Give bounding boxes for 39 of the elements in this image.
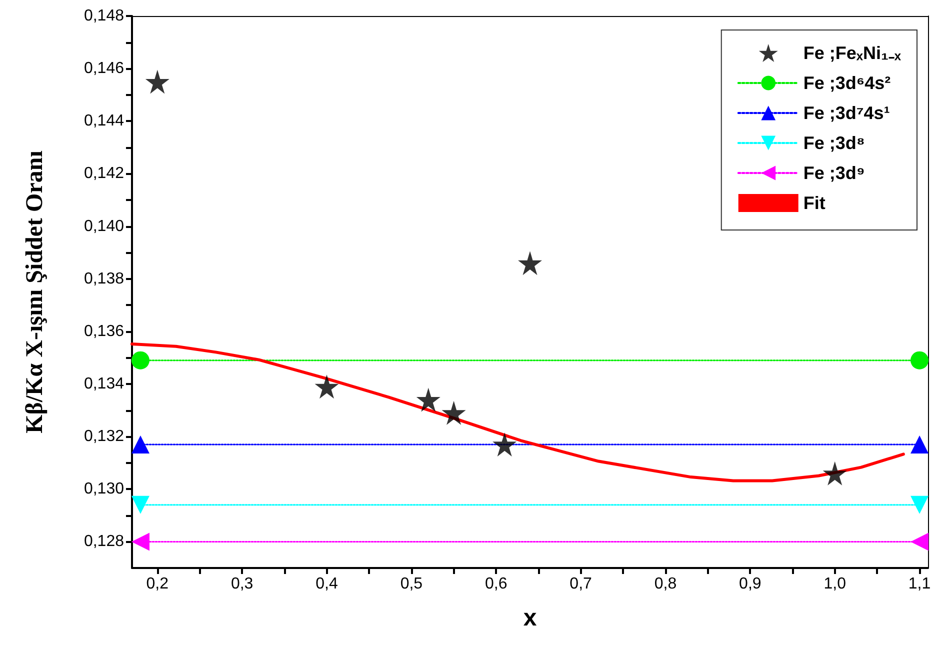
x-tick-label: 0,4 xyxy=(316,576,338,592)
legend-label: Fe ;FeₓNi₁₋ₓ xyxy=(803,43,902,63)
legend-label: Fit xyxy=(803,193,826,213)
y-tick-label: 0,134 xyxy=(84,376,124,392)
x-tick-label: 0,8 xyxy=(654,576,677,592)
point xyxy=(822,461,847,486)
legend-label: Fe ;3d⁶4s² xyxy=(803,73,891,93)
x-tick-label: 0,5 xyxy=(400,576,423,592)
point xyxy=(442,400,466,425)
y-tick-label: 0,144 xyxy=(84,112,124,130)
y-tick-label: 0,136 xyxy=(84,322,124,340)
y-axis-title: Kβ/Kα X-ışını Şiddet Oranı xyxy=(22,150,48,434)
y-tick-label: 0,146 xyxy=(84,60,124,78)
x-tick-label: 0,3 xyxy=(230,576,254,592)
x-tick-label: 1,0 xyxy=(824,576,846,592)
x-tick-label: 0,2 xyxy=(146,576,169,592)
y-tick-label: 0,138 xyxy=(84,270,124,288)
y-tick-label: 0,128 xyxy=(84,533,124,550)
x-axis-title: x xyxy=(523,604,538,632)
y-tick-label: 0,140 xyxy=(84,218,124,235)
point xyxy=(518,251,542,276)
legend-label: Fe ;3d⁷4s¹ xyxy=(803,103,890,123)
y-tick-label: 0,142 xyxy=(84,165,124,182)
x-tick-label: 0,7 xyxy=(570,576,592,592)
y-tick-label: 0,132 xyxy=(84,428,124,446)
point xyxy=(145,70,170,94)
y-tick-label: 0,148 xyxy=(84,8,124,24)
point xyxy=(492,432,517,456)
line-series xyxy=(130,342,905,482)
legend-label: Fe ;3d⁹ xyxy=(803,163,865,183)
point xyxy=(131,351,150,370)
point xyxy=(416,388,440,412)
point xyxy=(314,374,339,399)
point xyxy=(910,351,929,370)
x-tick-label: 0,6 xyxy=(485,576,508,592)
x-tick-label: 1,1 xyxy=(908,576,931,592)
x-tick-label: 0,9 xyxy=(739,576,762,592)
y-tick-label: 0,130 xyxy=(84,480,124,498)
legend-label: Fe ;3d⁸ xyxy=(803,133,865,153)
